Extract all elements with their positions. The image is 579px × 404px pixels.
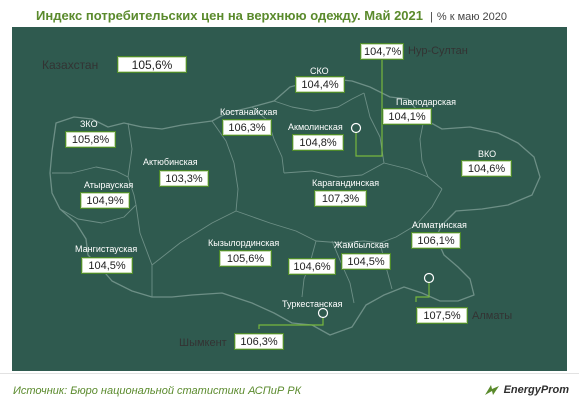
page-title: Индекс потребительских цен на верхнюю од… [36, 8, 423, 23]
region-label-kyzylorda: Кызылординская [208, 238, 280, 248]
city-label-shymkent: Шымкент [179, 337, 227, 349]
brand: EnergyProm [483, 382, 569, 398]
nur-sultan-marker-icon [350, 122, 362, 134]
border-zko-atyrau [52, 166, 129, 178]
border-sko-akmola [273, 92, 365, 112]
region-label-pavlodar: Павлодарская [396, 97, 456, 107]
region-value-vko: 104,6% [461, 160, 512, 177]
border-kostanay-akmola [251, 106, 285, 174]
region-value-aktobe: 103,3% [159, 170, 209, 187]
region-label-aktobe: Актюбинская [143, 157, 198, 167]
region-label-vko: ВКО [478, 149, 497, 159]
region-label-kostanay: Костанайская [220, 107, 278, 117]
region-value-turkestan: 104,6% [288, 258, 336, 275]
city-value-almaty: 107,5% [416, 307, 468, 324]
source-note: Источник: Бюро национальной статистики А… [13, 385, 302, 397]
border-karaganda-south [315, 240, 381, 244]
energyprom-logo-icon [484, 385, 499, 395]
city-value-shymkent: 106,3% [234, 333, 284, 350]
city-label-nur-sultan: Нур-Султан [408, 45, 468, 57]
region-label-zhambyl: Жамбылская [334, 240, 389, 250]
border-karaganda-vko [383, 162, 429, 178]
map-panel: Казахстан 105,6% ЗКО 105,8% Атырауская 1… [12, 27, 567, 371]
border-karaganda-kyzylorda [235, 210, 317, 242]
region-value-kyzylorda: 105,6% [219, 250, 272, 267]
region-value-kostanay: 106,3% [222, 119, 272, 136]
region-label-atyrau: Атырауская [84, 180, 134, 190]
brand-name: EnergyProm [503, 384, 569, 396]
national-value-box: 105,6% [117, 56, 187, 73]
border-aktobe-kyzylorda [151, 210, 237, 266]
border-zko-aktobe [127, 122, 133, 178]
region-value-atyrau: 104,9% [80, 192, 130, 209]
border-atyrau-mangistau [59, 204, 137, 224]
region-value-mangistau: 104,5% [81, 257, 133, 274]
title-line: Индекс потребительских цен на верхнюю од… [36, 8, 507, 24]
city-value-nur-sultan: 104,7% [360, 43, 404, 60]
nur-sultan-leader [355, 59, 383, 157]
footer: Источник: Бюро национальной статистики А… [0, 373, 579, 404]
border-turkestan-zhambyl [331, 240, 355, 304]
almaty-marker-icon [423, 272, 435, 284]
region-borders [52, 92, 443, 304]
region-label-sko: СКО [310, 66, 329, 76]
kazakhstan-map [12, 27, 567, 371]
region-value-almaty-region: 106,1% [411, 232, 461, 249]
almaty-leader [415, 283, 430, 302]
shymkent-leader [258, 318, 324, 329]
border-akmola-karaganda [283, 162, 385, 178]
border-karaganda-almaty [379, 188, 443, 244]
border-kostanay-karaganda [233, 162, 239, 212]
region-label-almaty-region: Алматинская [412, 220, 467, 230]
region-value-pavlodar: 104,1% [382, 108, 432, 125]
border-pavlodar-vko [419, 118, 443, 190]
region-label-turkestan: Туркестанская [282, 299, 343, 309]
city-label-almaty: Алматы [472, 310, 513, 322]
region-value-karaganda: 107,3% [314, 190, 367, 207]
region-label-mangistau: Мангистауская [75, 244, 138, 254]
region-label-zko: ЗКО [80, 119, 98, 129]
border-mangistau-aktobe [135, 204, 153, 297]
border-atyrau-aktobe [127, 176, 137, 206]
region-value-zhambyl: 104,5% [341, 253, 391, 270]
region-value-akmola: 104,8% [292, 134, 344, 151]
shymkent-marker-icon [317, 307, 329, 319]
border-aktobe-kostanay [211, 120, 235, 164]
leader-lines [258, 59, 430, 329]
page-subtitle: % к маю 2020 [436, 11, 508, 23]
region-value-zko: 105,8% [65, 131, 116, 148]
region-value-sko: 104,4% [295, 76, 345, 93]
region-label-karaganda: Карагандинская [312, 178, 380, 188]
national-label: Казахстан [42, 58, 99, 72]
title-separator: | [430, 11, 433, 23]
region-label-akmola: Акмолинская [288, 122, 343, 132]
